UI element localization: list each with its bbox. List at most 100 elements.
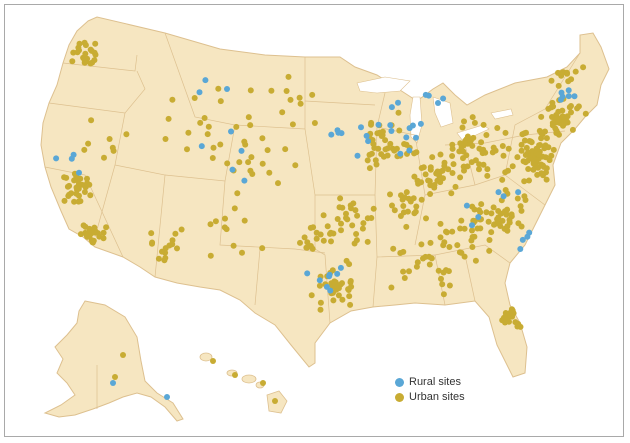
urban-site-marker — [527, 138, 534, 145]
urban-site-marker — [207, 252, 214, 259]
urban-site-marker — [427, 191, 434, 197]
urban-site-marker — [148, 230, 155, 237]
urban-site-marker — [403, 189, 410, 196]
urban-site-marker — [413, 149, 420, 156]
urban-site-marker — [446, 244, 453, 250]
urban-site-marker — [403, 141, 410, 148]
urban-site-marker — [348, 283, 355, 290]
urban-site-marker — [81, 146, 88, 153]
urban-site-marker — [207, 221, 214, 228]
urban-site-marker — [504, 223, 511, 230]
urban-site-marker — [503, 315, 509, 322]
urban-site-marker — [403, 223, 410, 230]
urban-site-marker — [159, 248, 165, 255]
rural-site-marker — [559, 93, 566, 100]
urban-site-marker — [543, 135, 550, 142]
urban-site-marker — [215, 85, 222, 92]
urban-site-marker — [549, 122, 556, 129]
urban-site-marker — [517, 203, 524, 210]
urban-site-marker — [387, 140, 394, 147]
urban-site-marker — [469, 142, 476, 149]
urban-site-marker — [412, 208, 419, 215]
urban-site-marker — [483, 132, 490, 138]
rural-site-marker — [413, 134, 419, 141]
urban-site-marker — [84, 175, 90, 182]
us-site-map — [40, 16, 610, 422]
urban-site-marker — [445, 268, 452, 275]
rural-site-marker — [196, 89, 203, 96]
urban-site-marker — [499, 217, 506, 224]
urban-site-marker — [343, 210, 349, 217]
urban-site-marker — [285, 73, 292, 80]
urban-site-marker — [467, 137, 474, 144]
urban-site-marker — [429, 154, 436, 161]
rural-site-marker — [571, 93, 578, 100]
urban-site-marker — [440, 291, 447, 298]
map-legend: Rural sites Urban sites — [395, 375, 465, 405]
urban-site-marker — [422, 171, 429, 178]
urban-site-marker — [297, 239, 303, 246]
urban-site-marker — [401, 275, 408, 281]
urban-site-marker — [561, 120, 568, 127]
urban-site-marker — [572, 68, 579, 75]
urban-site-marker — [390, 245, 397, 252]
urban-site-marker — [438, 275, 444, 282]
rural-site-marker — [388, 128, 395, 134]
urban-site-marker — [100, 229, 107, 236]
urban-site-marker — [413, 263, 420, 270]
urban-site-marker — [505, 145, 512, 152]
urban-site-marker — [457, 225, 464, 232]
urban-site-marker — [162, 255, 169, 261]
urban-site-marker — [404, 208, 411, 215]
urban-site-marker — [555, 82, 562, 89]
rural-site-marker — [519, 236, 526, 243]
urban-site-marker — [488, 229, 495, 236]
urban-site-marker — [418, 165, 425, 171]
urban-site-marker — [241, 217, 248, 224]
urban-dot-icon — [395, 393, 404, 402]
urban-site-marker — [543, 176, 550, 183]
urban-site-marker — [234, 190, 241, 197]
rural-site-marker — [409, 122, 416, 129]
urban-site-marker — [509, 163, 516, 170]
urban-site-marker — [346, 293, 353, 300]
urban-site-marker — [301, 234, 308, 241]
rural-sites-layer — [53, 77, 578, 400]
urban-site-marker — [476, 166, 482, 173]
urban-site-marker — [550, 146, 557, 153]
rural-site-marker — [517, 246, 524, 252]
urban-site-marker — [440, 175, 446, 182]
urban-site-marker — [162, 136, 169, 142]
urban-site-marker — [66, 182, 73, 189]
rural-site-marker — [403, 134, 410, 141]
rural-site-marker — [354, 152, 361, 159]
urban-site-marker — [350, 200, 357, 207]
urban-site-marker — [526, 177, 532, 184]
urban-site-marker — [480, 121, 487, 128]
rural-site-marker — [565, 87, 572, 94]
urban-site-marker — [502, 208, 508, 215]
urban-site-marker — [360, 220, 367, 227]
urban-site-marker — [522, 159, 529, 166]
urban-site-marker — [247, 87, 254, 94]
rural-site-marker — [337, 264, 344, 271]
urban-site-marker — [264, 147, 271, 154]
urban-site-marker — [149, 239, 156, 246]
urban-site-marker — [530, 166, 537, 173]
urban-site-marker — [486, 237, 493, 243]
rural-site-marker — [435, 100, 441, 106]
urban-site-marker — [287, 96, 294, 103]
urban-site-marker — [259, 160, 266, 167]
urban-site-marker — [406, 268, 412, 275]
rural-site-marker — [387, 122, 394, 129]
urban-site-marker — [469, 234, 476, 240]
urban-site-marker — [418, 179, 425, 186]
rural-site-marker — [316, 277, 323, 284]
urban-site-marker — [488, 210, 495, 217]
urban-site-marker — [316, 282, 323, 289]
rural-site-marker — [224, 86, 230, 92]
urban-site-marker — [518, 141, 525, 148]
urban-site-marker — [396, 127, 403, 134]
urban-site-marker — [347, 301, 354, 308]
urban-site-marker — [212, 218, 219, 225]
